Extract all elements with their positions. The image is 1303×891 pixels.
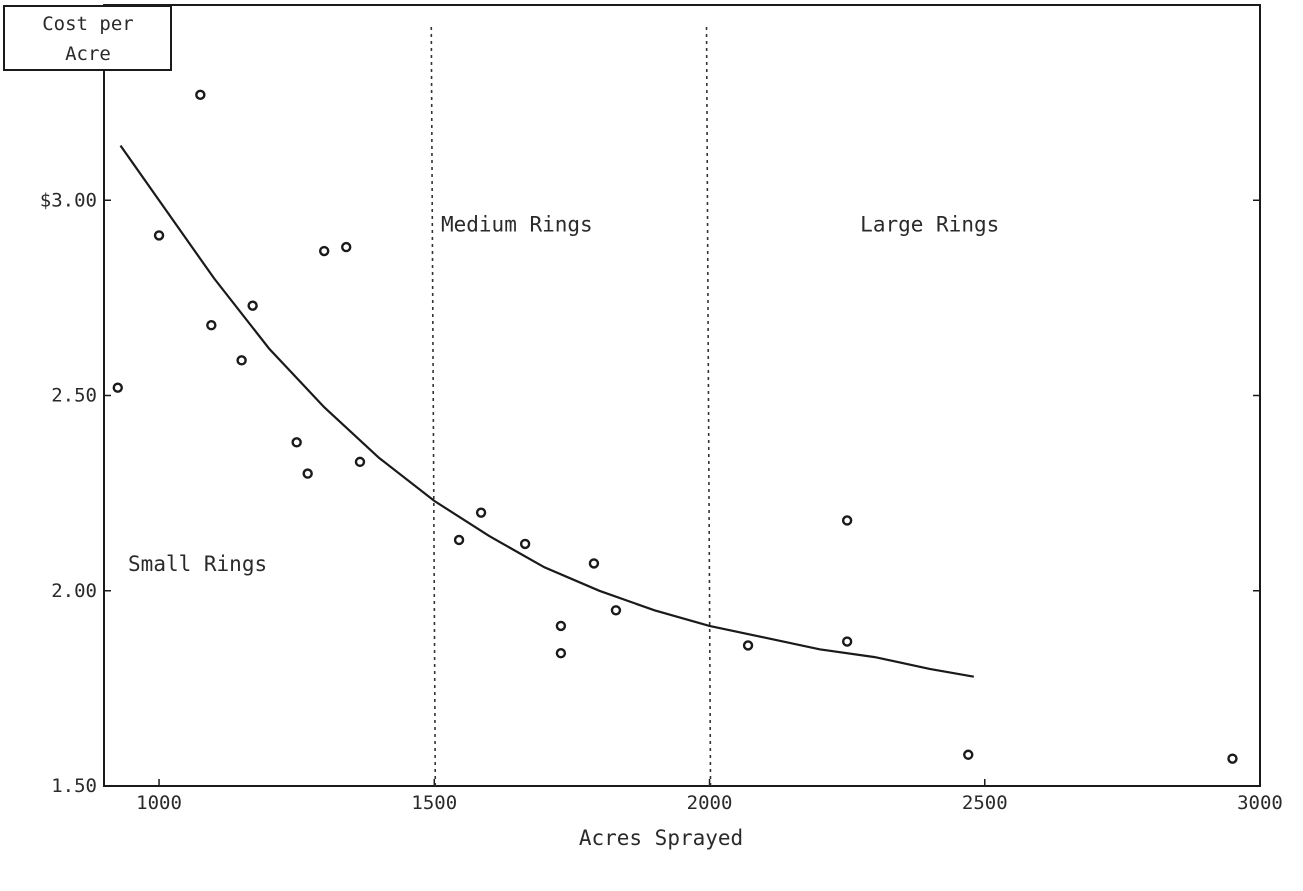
y-axis-label-box: [3, 5, 172, 71]
plot-frame: [103, 4, 1261, 787]
data-point: [341, 241, 352, 253]
y-axis-label-line-2: Acre: [65, 43, 111, 65]
data-point: [153, 230, 165, 241]
data-point: [588, 558, 600, 569]
data-point: [112, 382, 123, 393]
data-point: [247, 300, 258, 311]
data-point: [841, 515, 853, 526]
x-tick-label: 2500: [962, 792, 1008, 814]
data-point: [963, 749, 974, 760]
x-tick-label: 3000: [1237, 792, 1283, 814]
region-boundary-line: [705, 26, 712, 787]
trend-line: [119, 144, 974, 678]
y-tick-label: 2.00: [51, 580, 97, 602]
data-point: [318, 245, 330, 257]
y-tick-label: 1.50: [51, 775, 97, 797]
x-tick-label: 2000: [687, 792, 733, 814]
x-tick-label: 1000: [136, 792, 182, 814]
data-point: [354, 456, 366, 468]
data-point: [195, 89, 206, 101]
data-point: [841, 636, 853, 647]
data-point: [555, 620, 567, 632]
y-axis-label-line-1: Cost per: [42, 13, 134, 35]
x-axis-label: Acres Sprayed: [579, 826, 743, 850]
y-tick-label: 2.50: [51, 385, 97, 407]
data-point: [302, 468, 313, 479]
data-point: [453, 534, 465, 546]
data-point: [1227, 753, 1238, 764]
region-boundary-line: [430, 26, 437, 787]
data-point: [742, 640, 754, 651]
data-point: [236, 355, 247, 366]
data-point: [610, 605, 622, 616]
data-point: [555, 648, 567, 659]
data-point: [519, 538, 531, 550]
x-tick-label: 1500: [411, 792, 457, 814]
region-label: Small Rings: [128, 552, 267, 576]
region-label: Large Rings: [860, 212, 999, 236]
data-point: [475, 507, 487, 518]
y-tick-label: $3.00: [40, 189, 97, 211]
region-label: Medium Rings: [441, 212, 593, 236]
data-point: [291, 437, 302, 448]
data-point: [206, 320, 217, 331]
